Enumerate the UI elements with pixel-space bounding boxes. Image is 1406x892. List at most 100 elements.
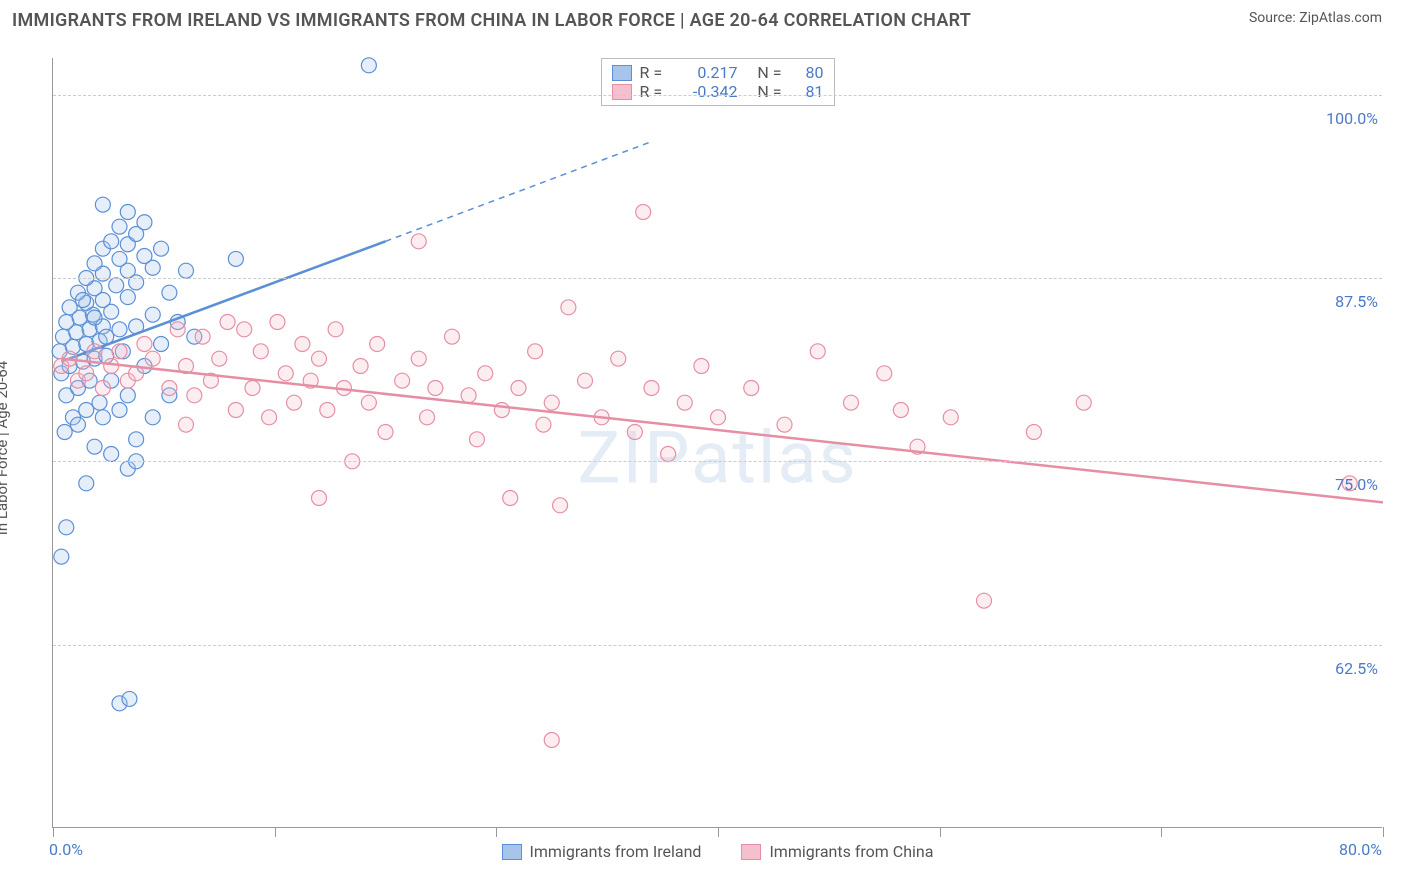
scatter-point [79, 403, 94, 418]
scatter-point [353, 359, 368, 374]
scatter-point [287, 395, 302, 410]
scatter-point [137, 215, 152, 230]
source-attribution: Source: ZipAtlas.com [1249, 10, 1382, 26]
scatter-point [328, 322, 343, 337]
gridline [53, 645, 1382, 646]
scatter-point [744, 381, 759, 396]
scatter-point [79, 476, 94, 491]
scatter-point [312, 351, 327, 366]
legend-n-label: N = [746, 63, 782, 82]
y-axis-label: In Labor Force | Age 20-64 [0, 361, 11, 535]
scatter-point [120, 388, 135, 403]
scatter-point [95, 197, 110, 212]
scatter-point [212, 351, 227, 366]
scatter-point [420, 410, 435, 425]
scatter-point [469, 432, 484, 447]
plot-area: ZIPatlas R =0.217N =80R =-0.342N =81 Imm… [52, 58, 1382, 828]
scatter-point [395, 373, 410, 388]
scatter-point [87, 344, 102, 359]
scatter-point [228, 403, 243, 418]
trend-line [61, 359, 1383, 503]
scatter-point [70, 417, 85, 432]
chart-container: In Labor Force | Age 20-64 ZIPatlas R =0… [12, 38, 1394, 858]
scatter-point [112, 403, 127, 418]
x-tick [275, 827, 276, 837]
scatter-point [179, 417, 194, 432]
scatter-point [943, 410, 958, 425]
scatter-point [228, 251, 243, 266]
scatter-point [561, 300, 576, 315]
scatter-plot-svg [53, 58, 1382, 827]
scatter-point [137, 337, 152, 352]
scatter-point [112, 344, 127, 359]
x-tick [53, 827, 54, 837]
scatter-point [112, 219, 127, 234]
scatter-point [503, 491, 518, 506]
scatter-point [578, 373, 593, 388]
scatter-point [179, 263, 194, 278]
scatter-point [378, 425, 393, 440]
scatter-point [694, 359, 709, 374]
scatter-point [977, 593, 992, 608]
scatter-point [445, 329, 460, 344]
scatter-point [361, 395, 376, 410]
scatter-point [611, 351, 626, 366]
y-tick-label: 100.0% [1326, 109, 1384, 128]
legend-r-value: 0.217 [678, 63, 738, 82]
scatter-point [92, 395, 107, 410]
legend-swatch [612, 84, 632, 100]
x-axis-max-label: 80.0% [1339, 840, 1382, 859]
scatter-point [59, 520, 74, 535]
scatter-point [270, 315, 285, 330]
scatter-point [162, 285, 177, 300]
scatter-point [1026, 425, 1041, 440]
scatter-point [95, 410, 110, 425]
scatter-point [810, 344, 825, 359]
scatter-point [87, 439, 102, 454]
y-tick-label: 62.5% [1335, 659, 1384, 678]
scatter-point [844, 395, 859, 410]
gridline [53, 278, 1382, 279]
scatter-point [220, 315, 235, 330]
legend-n-value: 80 [790, 63, 824, 82]
scatter-point [636, 205, 651, 220]
legend-r-value: -0.342 [678, 82, 738, 101]
scatter-point [104, 359, 119, 374]
scatter-point [312, 491, 327, 506]
y-tick-label: 87.5% [1335, 292, 1384, 311]
scatter-point [187, 388, 202, 403]
scatter-point [893, 403, 908, 418]
trend-line-extrapolated [386, 142, 652, 242]
scatter-point [428, 381, 443, 396]
scatter-point [137, 249, 152, 264]
scatter-point [104, 234, 119, 249]
x-tick [1383, 827, 1384, 837]
scatter-point [145, 307, 160, 322]
scatter-point [278, 366, 293, 381]
scatter-point [145, 351, 160, 366]
legend-swatch [612, 65, 632, 81]
scatter-point [411, 234, 426, 249]
scatter-point [544, 733, 559, 748]
legend-r-label: R = [640, 82, 670, 101]
scatter-point [461, 388, 476, 403]
scatter-point [145, 410, 160, 425]
scatter-point [87, 256, 102, 271]
chart-title: IMMIGRANTS FROM IRELAND VS IMMIGRANTS FR… [12, 10, 971, 31]
scatter-point [553, 498, 568, 513]
scatter-point [87, 310, 102, 325]
gridline [53, 95, 1382, 96]
scatter-point [1076, 395, 1091, 410]
scatter-point [245, 381, 260, 396]
scatter-point [777, 417, 792, 432]
scatter-point [112, 322, 127, 337]
scatter-point [661, 447, 676, 462]
scatter-point [54, 549, 69, 564]
scatter-point [320, 403, 335, 418]
x-tick [1161, 827, 1162, 837]
scatter-point [253, 344, 268, 359]
legend-item: Immigrants from China [741, 842, 933, 861]
scatter-point [262, 410, 277, 425]
scatter-point [370, 337, 385, 352]
legend-row: R =0.217N =80 [612, 63, 824, 82]
